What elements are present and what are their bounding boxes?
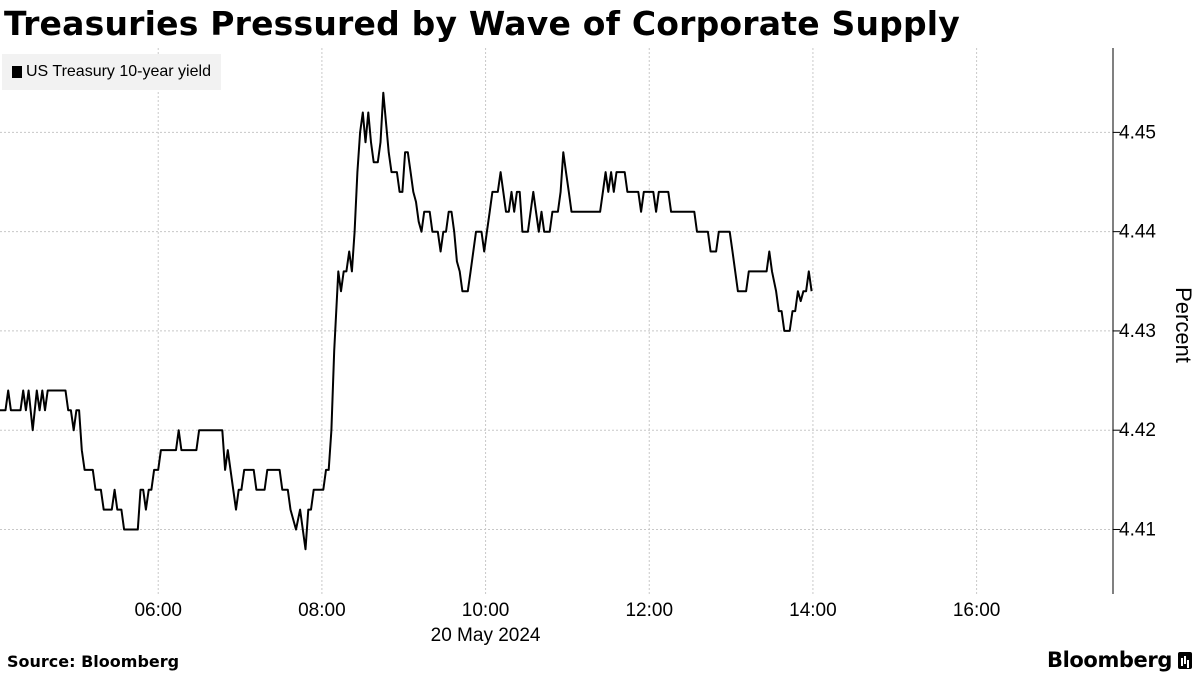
x-tick-label: 10:00	[462, 600, 510, 621]
y-tick-label: 4.42	[1119, 420, 1156, 441]
bloomberg-mark-icon	[1178, 651, 1192, 669]
bloomberg-logo: Bloomberg	[1047, 648, 1192, 672]
chart-title: Treasuries Pressured by Wave of Corporat…	[4, 4, 961, 43]
x-tick-label: 06:00	[134, 600, 182, 621]
x-tick-label: 12:00	[625, 600, 673, 621]
legend-label: US Treasury 10-year yield	[26, 63, 211, 80]
legend-swatch	[12, 66, 22, 78]
series-line	[0, 91, 813, 551]
x-tick-label: 16:00	[953, 600, 1001, 621]
legend: US Treasury 10-year yield	[2, 54, 221, 90]
y-tick-label: 4.44	[1119, 222, 1156, 243]
y-tick-label: 4.45	[1119, 122, 1156, 143]
source-note: Source: Bloomberg	[7, 652, 180, 671]
series-layer	[0, 91, 813, 551]
brand-name: Bloomberg	[1046, 648, 1172, 672]
gridlines	[0, 48, 1113, 594]
x-tick-label: 08:00	[298, 600, 346, 621]
y-axis-label: Percent	[1171, 287, 1196, 363]
axes: 4.41 4.42 4.43 4.44 4.45 06:00 08:00 10:00 12:00…	[134, 48, 1196, 646]
y-tick-label: 4.43	[1119, 321, 1156, 342]
x-axis-label: 20 May 2024	[431, 625, 541, 646]
y-tick-label: 4.41	[1119, 519, 1156, 540]
x-tick-label: 14:00	[789, 600, 837, 621]
